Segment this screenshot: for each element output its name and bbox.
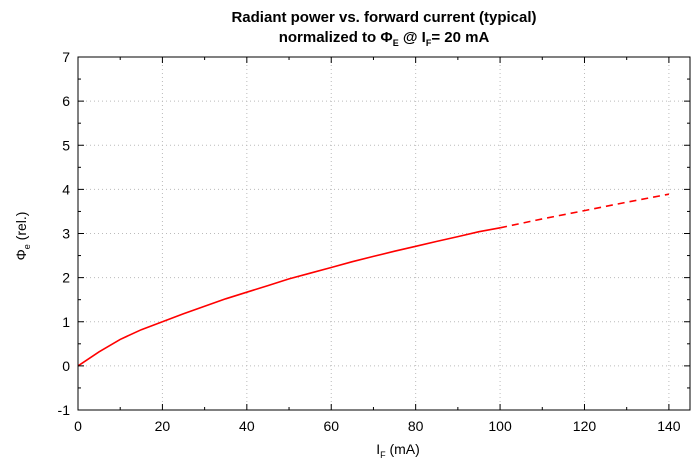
y-tick-label: 7	[62, 49, 70, 65]
y-tick-label: 1	[62, 314, 70, 330]
x-tick-label: 20	[155, 418, 171, 434]
y-tick-label: -1	[58, 402, 71, 418]
x-tick-label: 40	[239, 418, 255, 434]
x-tick-label: 60	[323, 418, 339, 434]
grid	[78, 57, 690, 410]
chart-title-line1: Radiant power vs. forward current (typic…	[231, 9, 536, 26]
series-layer	[77, 193, 670, 367]
y-tick-label: 3	[62, 226, 70, 242]
series-line-measured	[77, 227, 501, 367]
x-tick-label: 120	[573, 418, 597, 434]
y-axis-label: Φe (rel.)	[13, 212, 32, 261]
x-tick-label: 80	[408, 418, 424, 434]
series-line-extrapolated	[499, 193, 670, 229]
y-tick-label: 5	[62, 137, 70, 153]
y-tick-label: 4	[62, 181, 70, 197]
x-tick-label: 100	[488, 418, 512, 434]
x-axis-label: IF (mA)	[376, 441, 420, 460]
chart-title-line2: normalized to ΦE @ IF= 20 mA	[279, 29, 490, 48]
x-tick-label: 0	[74, 418, 82, 434]
y-tick-label: 2	[62, 270, 70, 286]
y-tick-label: 0	[62, 358, 70, 374]
y-tick-label: 6	[62, 93, 70, 109]
x-tick-label: 140	[657, 418, 681, 434]
